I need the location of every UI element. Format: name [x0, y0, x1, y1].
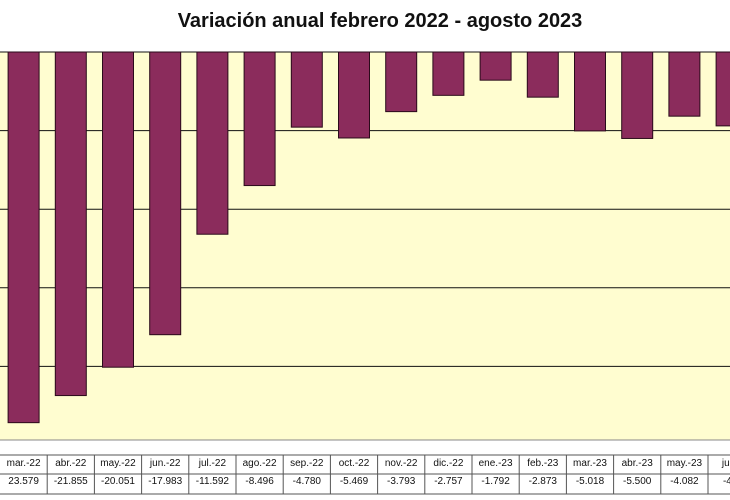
bar-ago.-22: [243, 51, 276, 187]
chart-title: Variación anual febrero 2022 - agosto 20…: [178, 10, 583, 32]
data-label: -5.469: [340, 476, 369, 487]
data-label: -17.983: [148, 476, 182, 487]
x-tick-label: ago.-22: [243, 458, 277, 469]
x-tick-label: jun.-: [721, 458, 730, 469]
x-tick-label: dic.-22: [433, 458, 463, 469]
bar-oct.-22: [338, 51, 370, 139]
bar-jun.-22: [149, 51, 182, 336]
x-tick-label: jul.-22: [198, 458, 227, 469]
bar-mar.-22: [7, 51, 40, 424]
bar-abr.-22: [54, 51, 87, 397]
data-label: -4.082: [670, 476, 699, 487]
x-tick-label: may.-22: [100, 458, 136, 469]
bar-jul.-22: [196, 51, 229, 235]
data-label: -11.592: [196, 476, 230, 487]
data-label: -20.051: [101, 476, 135, 487]
x-tick-label: mar.-23: [573, 458, 607, 469]
bar-mar.-23: [574, 51, 606, 132]
bar-ene.-23: [479, 51, 512, 81]
bar-nov.-22: [385, 51, 418, 113]
x-tick-label: abr.-23: [622, 458, 654, 469]
data-label: -4.780: [293, 476, 322, 487]
data-label: -4.7: [723, 476, 730, 487]
x-tick-label: abr.-22: [55, 458, 87, 469]
data-table: mar.-22 23.579 abr.-22 -21.855 may.-22 -20.05…: [0, 454, 730, 495]
x-tick-label: sep.-22: [290, 458, 324, 469]
data-label: -3.793: [387, 476, 416, 487]
bar-abr.-23: [621, 51, 654, 139]
data-label: 23.579: [8, 476, 39, 487]
x-tick-label: ene.-23: [479, 458, 513, 469]
data-label: -21.855: [54, 476, 88, 487]
bar-may.-23: [668, 51, 701, 117]
bar-jun.-23: [715, 51, 730, 127]
bar-dic.-22: [432, 51, 465, 96]
data-label: -5.018: [576, 476, 605, 487]
data-label: -2.873: [529, 476, 558, 487]
data-label: -5.500: [623, 476, 652, 487]
data-label: -8.496: [245, 476, 274, 487]
data-label: -1.792: [481, 476, 510, 487]
x-tick-label: jun.-22: [149, 458, 181, 469]
bar-series: [7, 51, 730, 424]
bar-sep.-22: [290, 51, 323, 128]
data-label: -2.757: [434, 476, 463, 487]
x-tick-label: may.-23: [667, 458, 703, 469]
bar-feb.-23: [526, 51, 559, 98]
x-tick-label: nov.-22: [385, 458, 418, 469]
bar-may.-22: [102, 51, 134, 368]
x-tick-label: feb.-23: [527, 458, 559, 469]
x-tick-label: oct.-22: [339, 458, 370, 469]
x-tick-label: mar.-22: [7, 458, 41, 469]
